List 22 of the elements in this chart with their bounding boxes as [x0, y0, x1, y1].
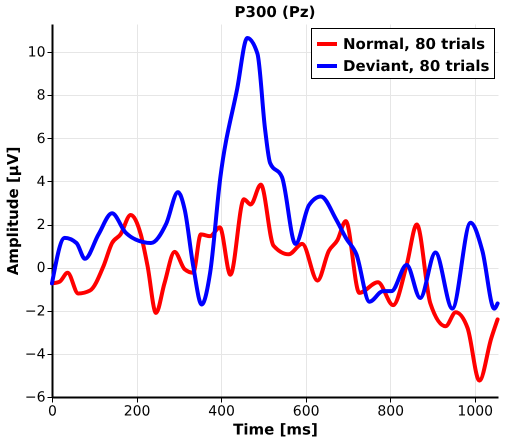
y-tick-label: −2	[24, 303, 46, 320]
y-tick-label: −6	[24, 390, 46, 406]
y-tick-label: 8	[36, 88, 46, 104]
y-tick-label: 6	[36, 130, 46, 147]
legend-label: Normal, 80 trials	[343, 35, 486, 53]
legend-label: Deviant, 80 trials	[343, 57, 490, 75]
x-tick-label: 600	[292, 404, 320, 420]
y-tick-label: 10	[28, 44, 46, 61]
y-tick-label: 4	[36, 174, 46, 190]
line-series	[50, 182, 500, 383]
x-tick-label: 0	[48, 404, 57, 420]
x-tick-label: 800	[377, 404, 404, 420]
y-tick-label: 0	[36, 260, 46, 276]
y-axis-title: Amplitude [µV]	[4, 146, 22, 276]
chart-title: P300 (Pz)	[234, 3, 316, 21]
y-tick-label: 2	[36, 217, 46, 234]
y-tick-label: −4	[24, 346, 46, 362]
x-tick-label: 1000	[457, 404, 494, 420]
x-tick-label: 200	[124, 404, 150, 420]
x-tick-label: 400	[208, 404, 235, 420]
x-axis-title: Time [ms]	[233, 420, 318, 438]
line-series	[50, 36, 500, 311]
